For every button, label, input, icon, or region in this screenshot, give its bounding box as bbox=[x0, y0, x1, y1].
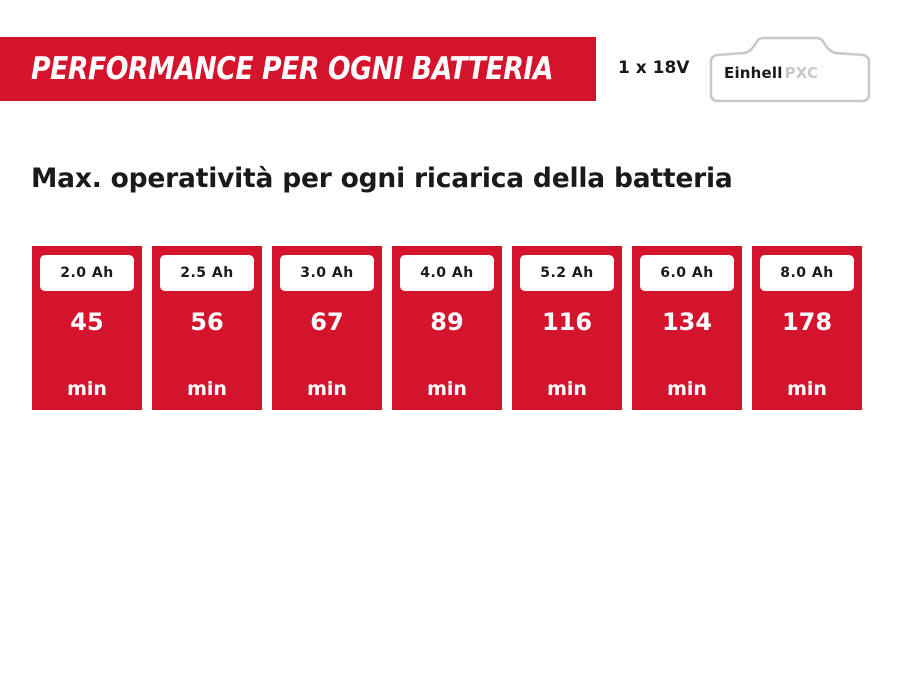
battery-capacity-badge: 4.0 Ah bbox=[400, 255, 494, 291]
runtime-value: 67 bbox=[310, 308, 344, 336]
brand-logo: Einhell PXC bbox=[724, 64, 818, 82]
logo-brand: Einhell bbox=[724, 64, 783, 82]
battery-card: 8.0 Ah 178 min bbox=[752, 246, 862, 410]
runtime-value: 178 bbox=[781, 308, 833, 336]
battery-capacity-badge: 2.0 Ah bbox=[40, 255, 134, 291]
logo-suffix: PXC bbox=[784, 64, 819, 82]
runtime-unit: min bbox=[187, 378, 227, 400]
runtime-value: 56 bbox=[190, 308, 224, 336]
battery-card: 3.0 Ah 67 min bbox=[272, 246, 382, 410]
battery-capacity-badge: 2.5 Ah bbox=[160, 255, 254, 291]
battery-pack-icon: Einhell PXC bbox=[708, 36, 872, 104]
runtime-value: 89 bbox=[430, 308, 464, 336]
battery-card: 6.0 Ah 134 min bbox=[632, 246, 742, 410]
battery-card: 4.0 Ah 89 min bbox=[392, 246, 502, 410]
voltage-label: 1 x 18V bbox=[618, 58, 690, 78]
runtime-value: 116 bbox=[541, 308, 593, 336]
banner-title: PERFORMANCE PER OGNI BATTERIA bbox=[31, 51, 554, 87]
battery-capacity-badge: 3.0 Ah bbox=[280, 255, 374, 291]
battery-capacity-badge: 8.0 Ah bbox=[760, 255, 854, 291]
battery-card: 2.5 Ah 56 min bbox=[152, 246, 262, 410]
runtime-unit: min bbox=[667, 378, 707, 400]
page-subtitle: Max. operatività per ogni ricarica della… bbox=[31, 163, 733, 194]
runtime-unit: min bbox=[67, 378, 107, 400]
runtime-unit: min bbox=[427, 378, 467, 400]
runtime-value: 45 bbox=[70, 308, 104, 336]
battery-card: 5.2 Ah 116 min bbox=[512, 246, 622, 410]
runtime-unit: min bbox=[787, 378, 827, 400]
battery-runtime-list: 2.0 Ah 45 min 2.5 Ah 56 min 3.0 Ah 67 mi… bbox=[32, 246, 862, 410]
runtime-unit: min bbox=[307, 378, 347, 400]
battery-capacity-badge: 5.2 Ah bbox=[520, 255, 614, 291]
battery-pack-outline bbox=[709, 36, 871, 103]
battery-card: 2.0 Ah 45 min bbox=[32, 246, 142, 410]
runtime-value: 134 bbox=[661, 308, 713, 336]
runtime-unit: min bbox=[547, 378, 587, 400]
battery-capacity-badge: 6.0 Ah bbox=[640, 255, 734, 291]
title-banner: PERFORMANCE PER OGNI BATTERIA bbox=[0, 37, 596, 101]
